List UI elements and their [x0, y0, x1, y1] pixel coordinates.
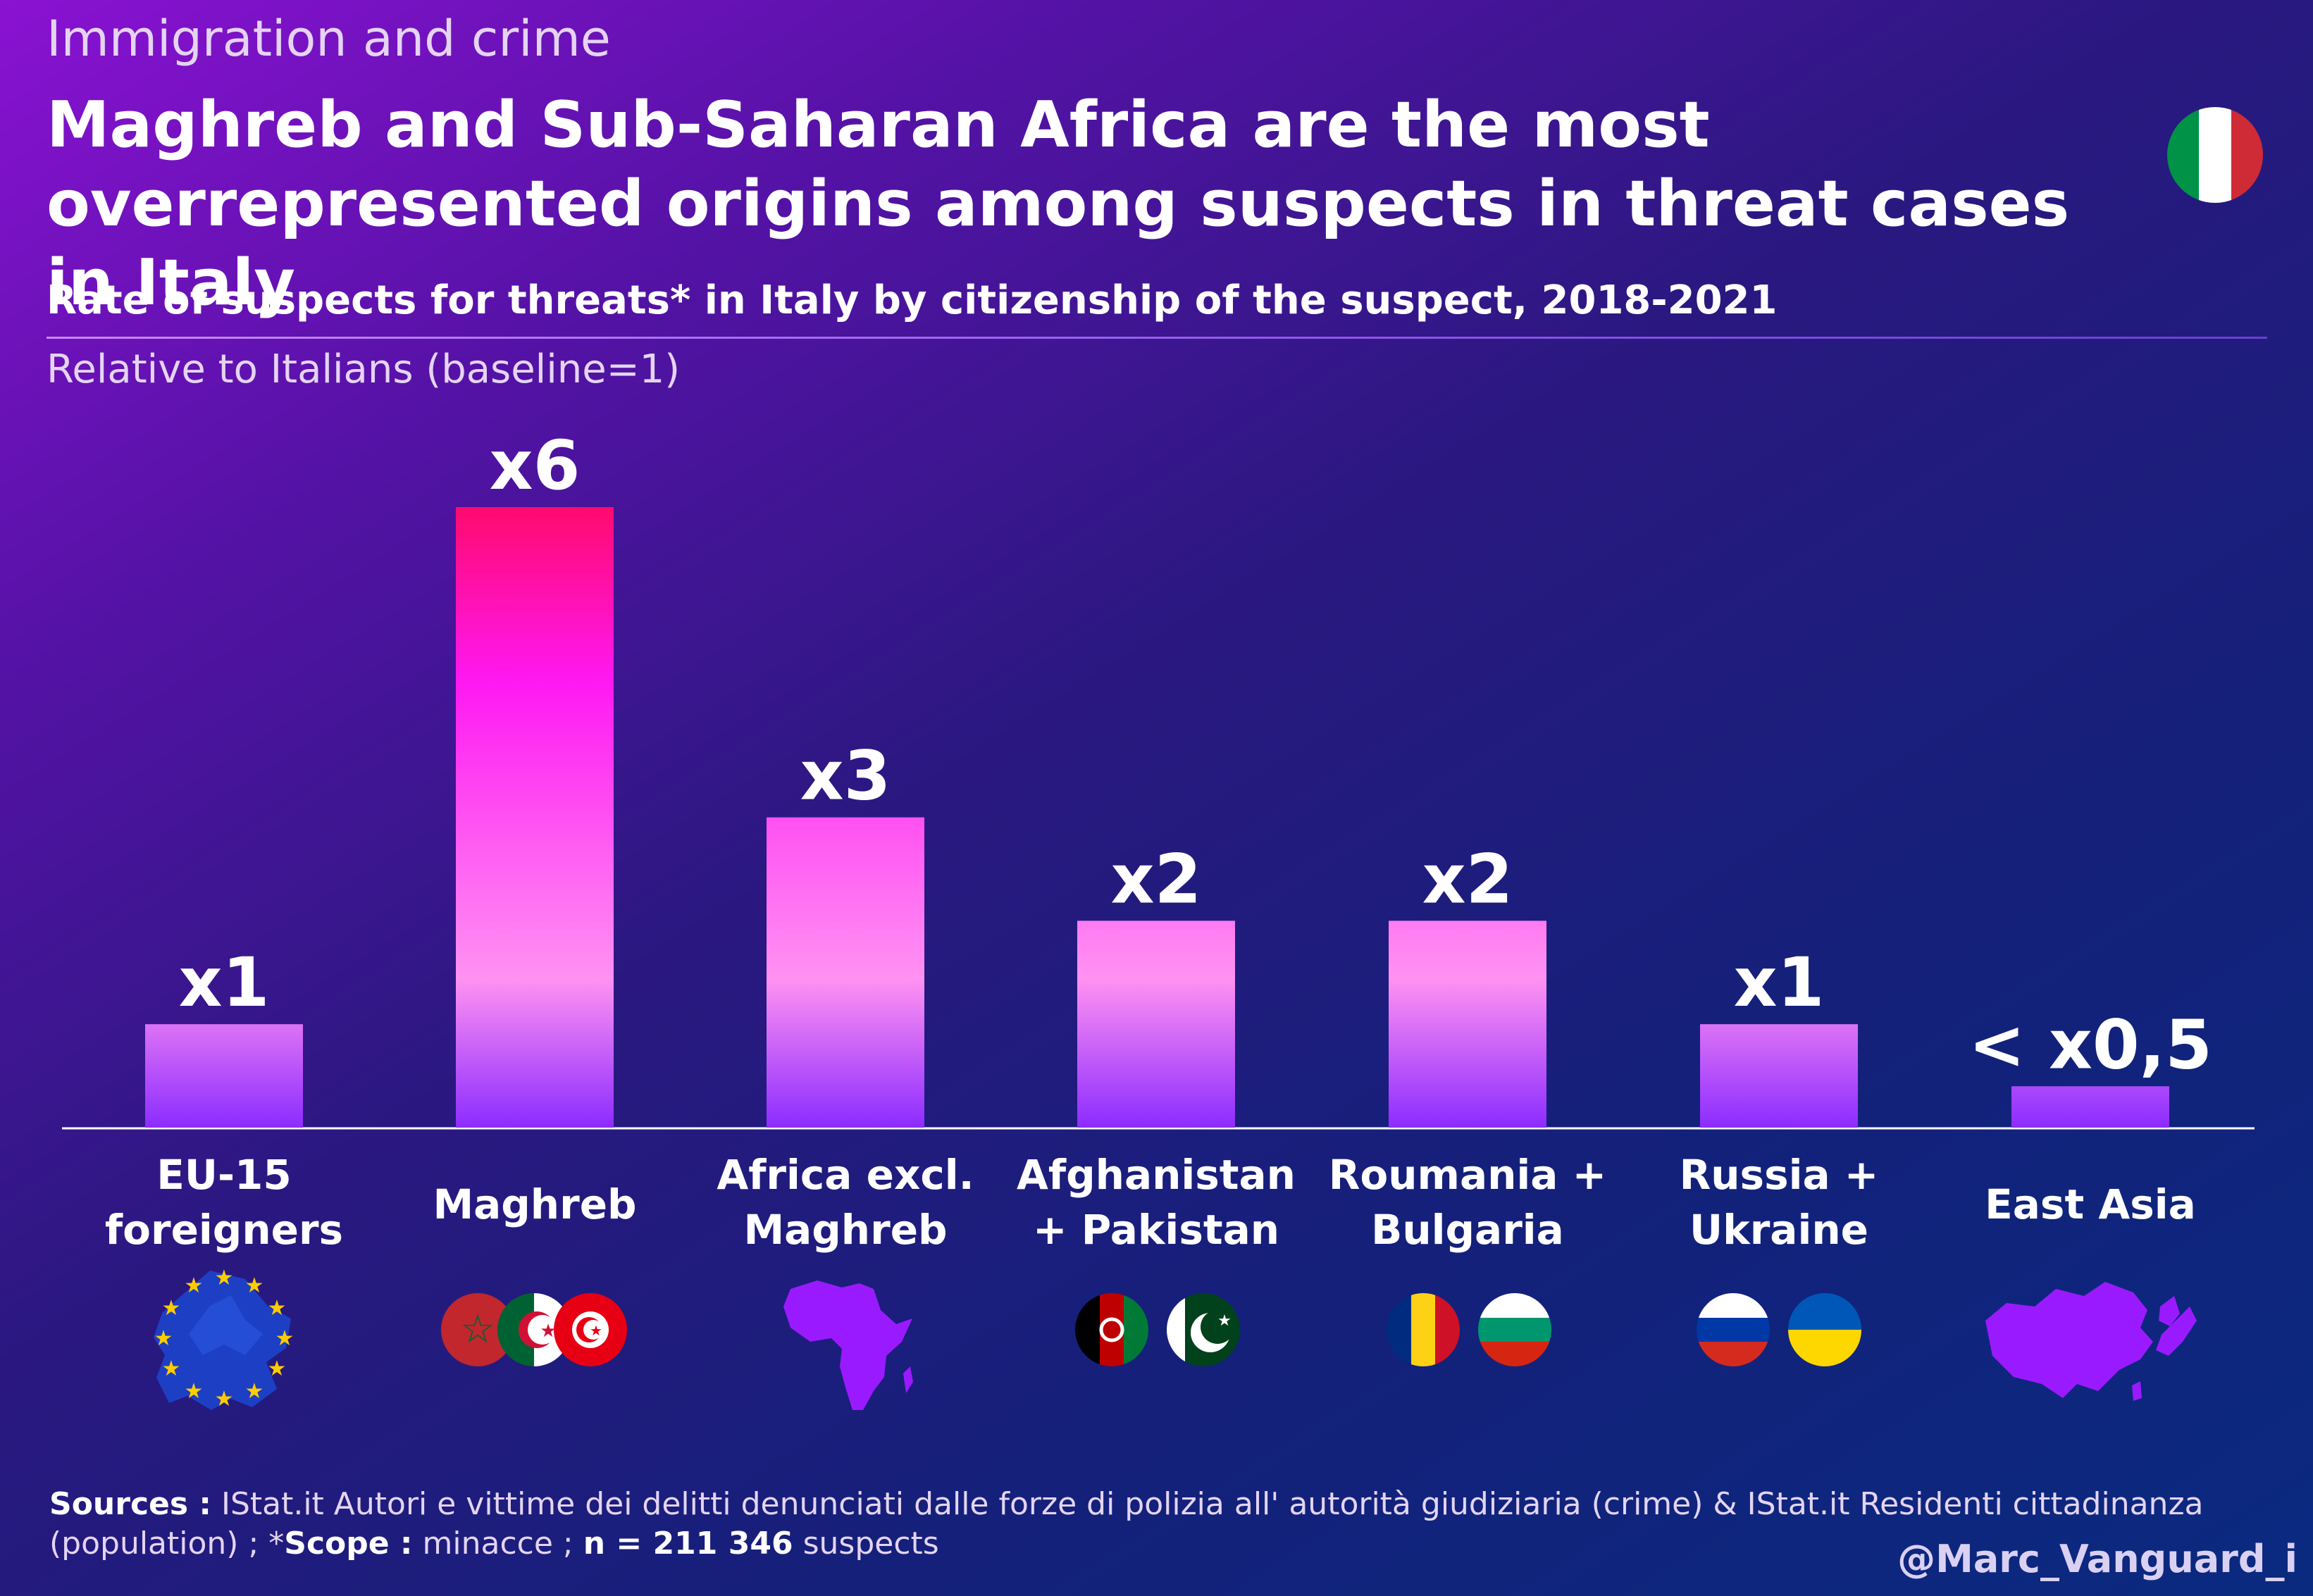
romania-flag-icon: [1387, 1293, 1460, 1366]
scope-label: Scope :: [284, 1526, 413, 1561]
subtitle-divider: [46, 337, 2267, 339]
svg-text:★: ★: [215, 1266, 234, 1290]
east-asia-map-icon: [1985, 1282, 2197, 1401]
svg-text:★: ★: [275, 1326, 294, 1351]
value-label-3: x3: [800, 737, 891, 816]
ukraine-flag-icon: [1788, 1293, 1861, 1366]
category-label-5: Roumania + Bulgaria: [1329, 1151, 1606, 1254]
tunisia-flag-icon: ★: [554, 1293, 627, 1366]
svg-text:☆: ☆: [460, 1307, 495, 1352]
russia-flag-icon: [1697, 1293, 1770, 1366]
svg-text:★: ★: [185, 1379, 204, 1404]
svg-text:★: ★: [154, 1326, 173, 1351]
author-handle: @Marc_Vanguard_i: [1897, 1537, 2298, 1581]
svg-text:★: ★: [162, 1296, 181, 1321]
svg-text:★: ★: [1217, 1312, 1232, 1330]
bar-1: [145, 1024, 303, 1128]
value-label-7: < x0,5: [1968, 1005, 2212, 1084]
svg-text:★: ★: [268, 1296, 287, 1321]
svg-text:★: ★: [268, 1357, 287, 1381]
category-label-6: Russia + Ukraine: [1680, 1151, 1879, 1254]
category-label-7: East Asia: [1985, 1180, 2196, 1228]
italy-flag-icon: [2167, 107, 2263, 203]
bar-5: [1389, 921, 1546, 1128]
sample-size: n = 211 346: [583, 1526, 793, 1561]
africa-map-icon: [783, 1280, 913, 1410]
bar-6: [1700, 1024, 1858, 1128]
sources-label: Sources :: [49, 1486, 211, 1522]
kicker: Immigration and crime: [46, 10, 611, 68]
svg-text:★: ★: [162, 1357, 181, 1381]
value-label-5: x2: [1422, 840, 1513, 918]
category-label-2: Maghreb: [433, 1180, 636, 1228]
value-label-6: x1: [1734, 943, 1825, 1022]
category-label-3: Africa excl. Maghreb: [717, 1151, 974, 1254]
chart-title: Maghreb and Sub-Saharan Africa are the m…: [46, 88, 2070, 320]
svg-text:★: ★: [185, 1273, 204, 1298]
sources-text: IStat.it Autori e vittime dei delitti de…: [49, 1486, 2204, 1561]
sources-note: Sources : IStat.it Autori e vittime dei …: [49, 1485, 2219, 1564]
value-label-2: x6: [490, 426, 581, 505]
svg-text:★: ★: [245, 1379, 264, 1404]
scope-text: minacce ;: [422, 1526, 573, 1561]
category-labels-group: EU-15 foreigners Maghreb Africa excl. Maghre…: [105, 1151, 2196, 1254]
y-unit-note: Relative to Italians (baseline=1): [46, 347, 681, 392]
pakistan-flag-icon: ★: [1167, 1293, 1240, 1366]
category-label-1: EU-15 foreigners: [105, 1151, 343, 1254]
bulgaria-flag-icon: [1478, 1293, 1551, 1366]
value-label-4: x2: [1111, 840, 1202, 918]
bar-2: [456, 507, 614, 1128]
svg-text:★: ★: [540, 1321, 556, 1342]
sample-size-suffix: suspects: [802, 1526, 939, 1561]
svg-text:★: ★: [590, 1322, 602, 1339]
bars-group: [145, 507, 2169, 1128]
value-labels-group: x1 x6 x3 x2 x2 x1 < x0,5: [179, 426, 2212, 1084]
morocco-flag-icon: ☆: [441, 1293, 514, 1366]
bar-7: [2011, 1086, 2169, 1128]
category-label-4: Afghanistan + Pakistan: [1017, 1151, 1296, 1254]
value-label-1: x1: [179, 943, 270, 1022]
chart-subtitle: Rate of suspects for threats* in Italy b…: [46, 278, 1778, 323]
afghanistan-flag-icon: [1075, 1293, 1148, 1366]
bar-4: [1077, 921, 1235, 1128]
eu-map-icon: ★ ★★ ★★★ ★★★ ★★★: [154, 1266, 294, 1411]
bar-3: [767, 817, 924, 1128]
svg-text:★: ★: [245, 1273, 264, 1298]
svg-text:★: ★: [215, 1387, 234, 1411]
